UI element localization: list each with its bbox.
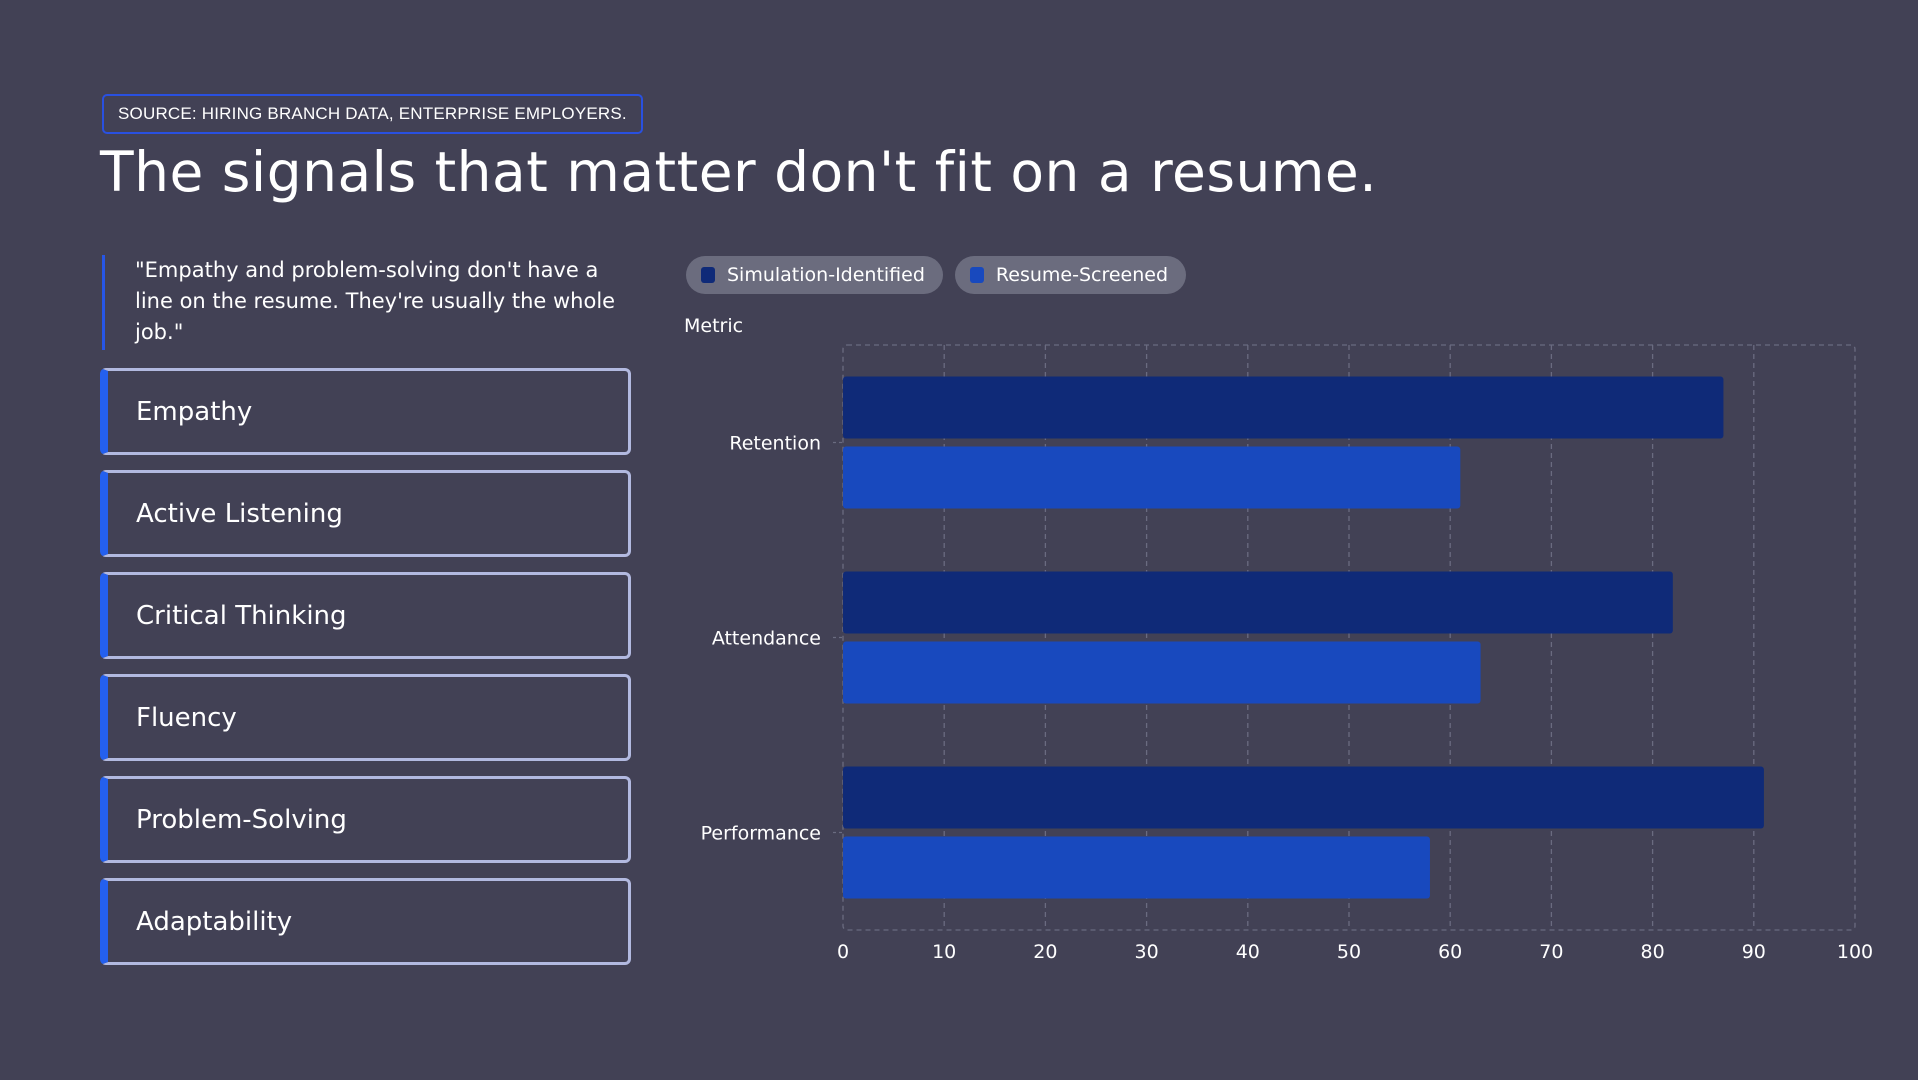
x-tick-label-10: 10 <box>932 941 956 963</box>
bar-chart: 0 10 20 30 40 50 60 70 80 90 100 Metric Retention Att… <box>684 315 1873 963</box>
legend-label-simulation-identified: Simulation-Identified <box>727 264 925 286</box>
x-tick-label-100: 100 <box>1837 941 1873 963</box>
quote: "Empathy and problem-solving don't have … <box>102 255 642 350</box>
bar-retention-simulation-identified <box>843 376 1724 439</box>
x-tick-label-90: 90 <box>1742 941 1766 963</box>
signal-card-empathy: Empathy <box>100 368 631 455</box>
signal-card-critical-thinking: Critical Thinking <box>100 572 631 659</box>
bar-retention-resume-screened <box>843 446 1461 509</box>
source-badge: SOURCE: HIRING BRANCH DATA, ENTERPRISE E… <box>102 94 643 134</box>
y-tick-label-retention: Retention <box>729 433 821 455</box>
legend-swatch-resume-screened <box>969 267 984 283</box>
x-tick-label-20: 20 <box>1033 941 1057 963</box>
signal-card-problem-solving: Problem-Solving <box>100 776 631 863</box>
signals-list: Empathy Active Listening Critical Thinki… <box>100 368 631 980</box>
bar-performance-resume-screened <box>843 836 1430 899</box>
x-tick-label-50: 50 <box>1337 941 1361 963</box>
bar-attendance-resume-screened <box>843 641 1481 704</box>
y-tick-label-performance: Performance <box>701 823 821 845</box>
bar-attendance-simulation-identified <box>843 571 1673 634</box>
x-tick-label-60: 60 <box>1438 941 1462 963</box>
legend-item-resume-screened[interactable]: Resume-Screened <box>954 256 1187 294</box>
plot-border <box>842 344 1856 931</box>
y-axis-label: Metric <box>684 315 743 337</box>
bar-performance-simulation-identified <box>843 766 1764 829</box>
y-tick-label-attendance: Attendance <box>712 628 821 650</box>
page-title: The signals that matter don't fit on a r… <box>100 140 1378 204</box>
signal-card-fluency: Fluency <box>100 674 631 761</box>
x-tick-label-0: 0 <box>837 941 849 963</box>
x-tick-label-70: 70 <box>1539 941 1563 963</box>
signal-card-adaptability: Adaptability <box>100 878 631 965</box>
legend-label-resume-screened: Resume-Screened <box>995 264 1169 286</box>
x-tick-label-80: 80 <box>1641 941 1665 963</box>
legend-swatch-simulation-identified <box>701 267 715 283</box>
legend-item-simulation-identified[interactable]: Simulation-Identified <box>686 256 943 294</box>
signal-card-active-listening: Active Listening <box>100 470 631 557</box>
x-tick-label-30: 30 <box>1135 941 1159 963</box>
chart-legend: Simulation-Identified Resume-Screened <box>686 256 1187 294</box>
x-tick-label-40: 40 <box>1236 941 1260 963</box>
